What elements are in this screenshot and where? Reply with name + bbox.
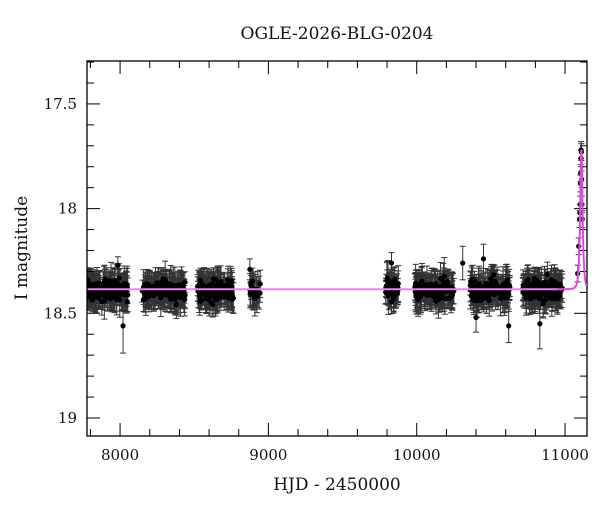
x-axis-label: HJD - 2450000 bbox=[273, 475, 401, 495]
axis-ticks bbox=[87, 61, 587, 436]
svg-text:18: 18 bbox=[58, 200, 77, 218]
error-bars bbox=[87, 141, 586, 354]
svg-text:19: 19 bbox=[58, 409, 77, 427]
svg-text:18.5: 18.5 bbox=[44, 304, 77, 322]
svg-text:9000: 9000 bbox=[249, 446, 287, 464]
svg-text:10000: 10000 bbox=[393, 446, 441, 464]
plot-frame bbox=[86, 60, 588, 437]
y-axis-label: I magnitude bbox=[12, 195, 32, 301]
svg-text:8000: 8000 bbox=[101, 446, 139, 464]
svg-text:11000: 11000 bbox=[541, 446, 589, 464]
model-curve-peak bbox=[557, 149, 587, 291]
chart-title: OGLE-2026-BLG-0204 bbox=[240, 24, 434, 44]
svg-text:17.5: 17.5 bbox=[44, 95, 77, 113]
model-curve bbox=[87, 149, 587, 291]
axis-tick-labels: 8000 9000 10000 11000 17.5 18 18.5 19 bbox=[44, 95, 589, 464]
